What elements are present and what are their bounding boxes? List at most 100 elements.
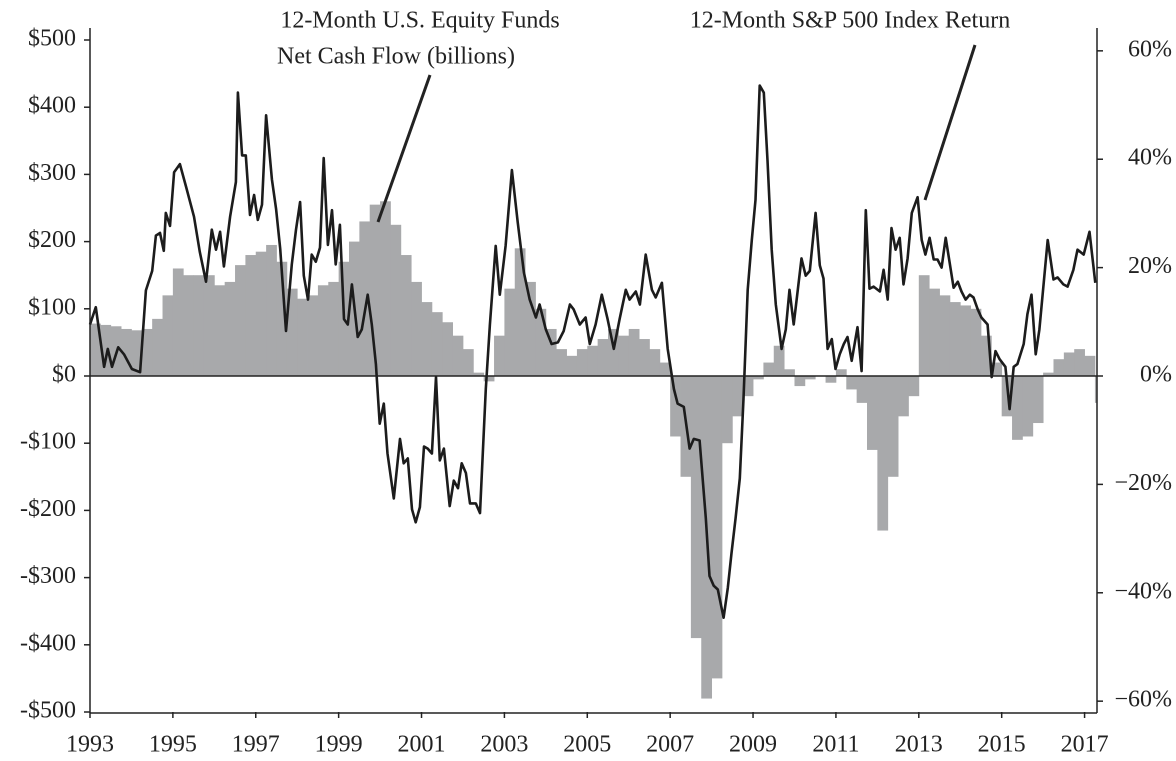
bar (1063, 352, 1075, 376)
bar (1043, 372, 1054, 376)
x-tick-label: 2017 (1061, 732, 1109, 758)
bar (380, 201, 391, 376)
y-tick-label: $200 (28, 227, 76, 253)
bar (535, 308, 547, 376)
bar (939, 295, 951, 376)
x-tick-label: 1999 (315, 732, 363, 758)
bar (1022, 376, 1034, 437)
y2-tick-label: 60% (1128, 36, 1172, 62)
bar (618, 335, 630, 376)
bar (711, 376, 723, 679)
bar (162, 295, 174, 376)
bar (421, 302, 433, 376)
bar (545, 328, 557, 376)
bar (670, 376, 681, 437)
bar (452, 335, 464, 376)
bar (970, 308, 982, 376)
bar (856, 376, 868, 403)
x-tick-label: 1995 (149, 732, 197, 758)
bar (960, 305, 972, 376)
bar (203, 275, 215, 376)
bar (245, 255, 257, 376)
y-tick-label: $100 (28, 294, 76, 320)
bar (721, 376, 733, 444)
x-tick-label: 2011 (812, 732, 859, 758)
bar (473, 372, 485, 376)
bar (649, 349, 661, 376)
bar (100, 324, 112, 376)
y-tick-label: -$200 (20, 496, 76, 522)
y-tick-label: -$500 (20, 698, 76, 724)
bar (597, 339, 609, 376)
bar (773, 345, 785, 376)
bar (494, 335, 505, 376)
bar (1012, 376, 1023, 440)
bar (442, 322, 454, 376)
y2-tick-label: −60% (1114, 687, 1172, 713)
bar (1084, 355, 1096, 376)
bar (400, 255, 412, 376)
bar (918, 275, 930, 376)
y-tick-label: $300 (28, 160, 76, 186)
annotation: Net Cash Flow (billions) (277, 44, 515, 70)
bar (131, 330, 143, 376)
bar (307, 295, 319, 376)
bar (514, 248, 526, 376)
bar (980, 335, 992, 376)
bar (835, 369, 847, 376)
bar (784, 369, 795, 376)
bar (794, 376, 806, 387)
bar (898, 376, 909, 417)
x-tick-label: 2001 (398, 732, 446, 758)
x-tick-label: 1997 (232, 732, 280, 758)
x-tick-label: 2003 (480, 732, 528, 758)
bar (286, 288, 298, 376)
bar (183, 275, 195, 376)
bar (359, 221, 371, 376)
x-tick-label: 2009 (729, 732, 777, 758)
y2-tick-label: 0% (1140, 362, 1172, 388)
bar (90, 323, 101, 376)
bar (1074, 349, 1085, 376)
x-tick-label: 2005 (563, 732, 611, 758)
y-tick-label: -$400 (20, 630, 76, 656)
bar (483, 376, 495, 382)
bar (763, 362, 775, 376)
y2-tick-label: 40% (1128, 145, 1172, 171)
x-tick-label: 2013 (895, 732, 943, 758)
bar (639, 339, 650, 376)
bar (411, 281, 422, 376)
line (88, 84, 1097, 619)
bar (504, 288, 516, 376)
bar (235, 265, 246, 376)
bar (431, 312, 443, 376)
y-tick-label: $400 (28, 93, 76, 119)
bar (908, 376, 920, 397)
bar (462, 349, 474, 376)
axes: 12-Month U.S. Equity Funds Net Cash Flow… (20, 8, 1172, 758)
y-tick-label: $500 (28, 26, 76, 52)
bar (742, 376, 754, 397)
line-layer (88, 84, 1097, 619)
bar (328, 281, 340, 376)
bar (753, 376, 764, 380)
bar (193, 275, 205, 376)
bar (297, 298, 308, 376)
y2-tick-label: −20% (1114, 470, 1172, 496)
bar (369, 204, 381, 376)
annotation: 12-Month U.S. Equity Funds (280, 8, 559, 34)
bar (141, 328, 153, 376)
x-tick-label: 2015 (978, 732, 1026, 758)
bar (929, 288, 940, 376)
annotation: 12-Month S&P 500 Index Return (690, 8, 1010, 34)
bar-layer (90, 201, 1098, 699)
bar (566, 355, 578, 376)
pointer-arrow (923, 44, 977, 201)
bar (690, 376, 702, 639)
bar (587, 345, 599, 376)
bar (266, 244, 277, 376)
bar (525, 281, 536, 376)
y-tick-label: $0 (52, 362, 76, 388)
bar (659, 362, 671, 376)
